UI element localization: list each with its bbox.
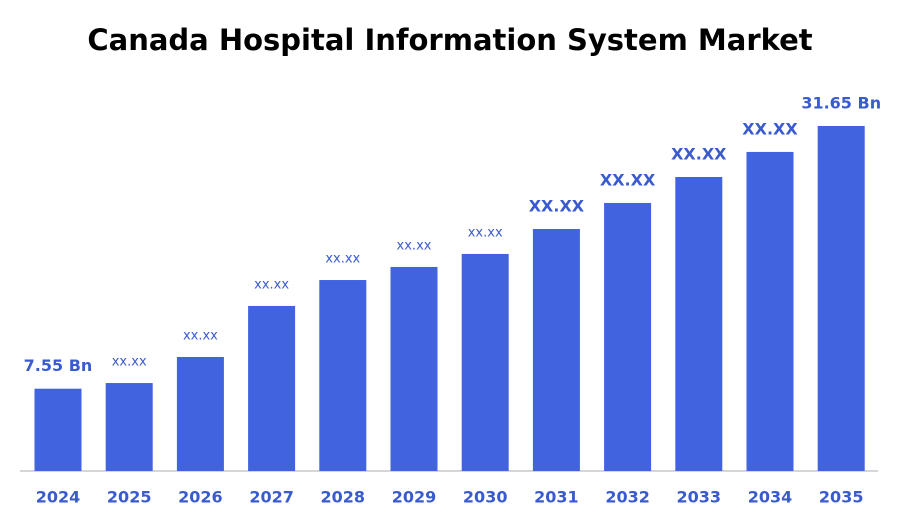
x-tick-label: 2028 — [321, 488, 366, 507]
bar — [390, 266, 438, 471]
bar — [817, 126, 865, 471]
value-label: XX.XX — [600, 170, 656, 189]
value-label: xx.xx — [397, 238, 432, 253]
value-label: xx.xx — [325, 252, 360, 267]
bar — [248, 305, 296, 471]
x-tick-label: 2035 — [819, 488, 864, 507]
bar — [746, 151, 794, 472]
bar — [604, 202, 652, 472]
bar — [176, 356, 224, 471]
x-tick-label: 2024 — [36, 488, 81, 507]
value-label: 31.65 Bn — [801, 94, 881, 113]
value-label: XX.XX — [671, 145, 727, 164]
bar — [319, 280, 367, 471]
value-label: XX.XX — [742, 119, 798, 138]
x-tick-label: 2032 — [605, 488, 650, 507]
x-tick-label: 2034 — [748, 488, 793, 507]
bar — [105, 383, 153, 471]
bar — [34, 388, 82, 471]
x-tick-label: 2026 — [178, 488, 223, 507]
x-tick-label: 2030 — [463, 488, 508, 507]
x-tick-label: 2031 — [534, 488, 579, 507]
x-tick-label: 2027 — [249, 488, 294, 507]
value-label: xx.xx — [468, 225, 503, 240]
value-label: 7.55 Bn — [24, 356, 93, 375]
x-tick-label: 2025 — [107, 488, 152, 507]
bar — [675, 177, 723, 471]
value-label: XX.XX — [529, 197, 585, 216]
value-label: xx.xx — [112, 355, 147, 370]
chart-title: Canada Hospital Information System Marke… — [87, 23, 812, 57]
bar — [532, 229, 580, 471]
bar — [461, 253, 509, 471]
value-label: xx.xx — [254, 277, 289, 292]
x-tick-label: 2033 — [677, 488, 722, 507]
value-label: xx.xx — [183, 328, 218, 343]
x-tick-label: 2029 — [392, 488, 437, 507]
